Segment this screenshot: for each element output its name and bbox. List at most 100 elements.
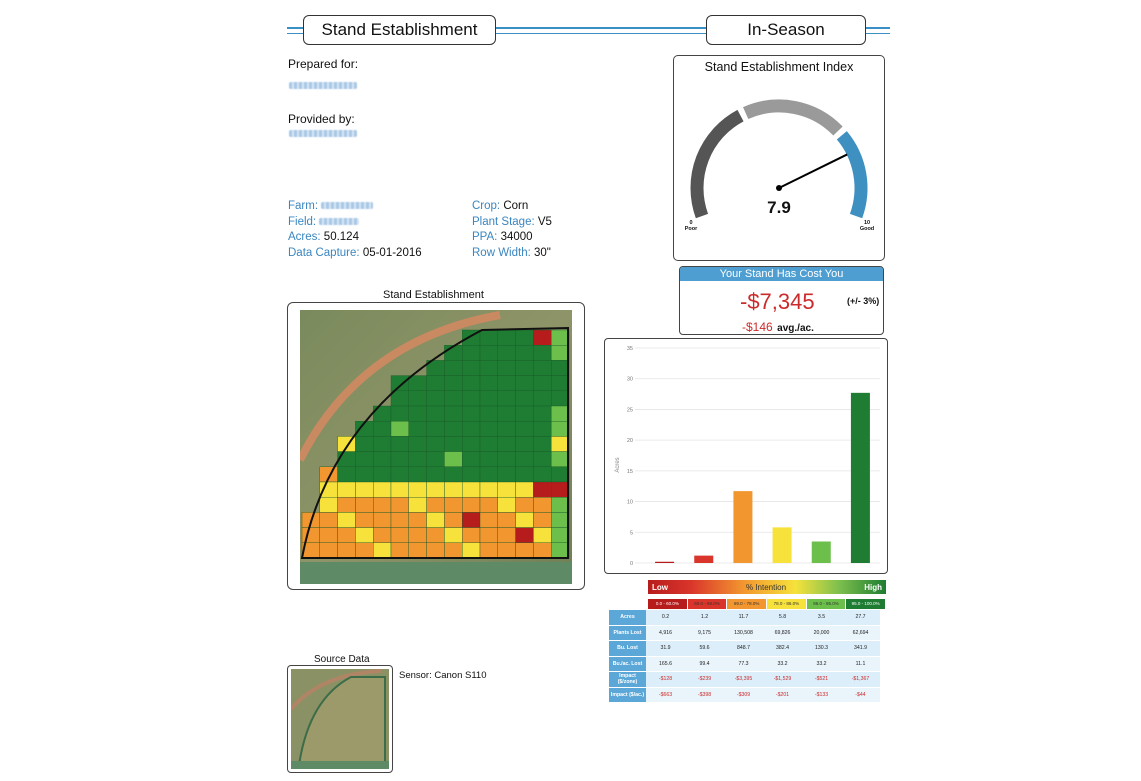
row-width-label: Row Width: [472,246,531,259]
map-cell [444,375,463,391]
chart-bar [772,527,792,563]
map-bottom-strip [300,562,572,584]
table-cell: 33.2 [763,656,802,672]
table-cell: 4,916 [646,625,685,641]
table-row: Bu. Lost 31.9 59.6 848.7 382.4 130.3 341.9 [609,640,880,657]
map-cell [533,466,552,483]
table-cell: 165.6 [646,656,685,672]
cost-panel: Your Stand Has Cost You -$7,345 (+/- 3%)… [679,266,884,335]
row-width-value: 30" [534,246,551,259]
table-row-label: Impact ($/zone) [609,671,646,688]
cost-total: -$7,345 [740,289,815,314]
header-rule-right [864,27,890,34]
map-cell [408,466,427,483]
map-field-road [300,311,501,462]
map-cell [533,512,552,528]
map-cell [372,527,392,544]
cost-tolerance: (+/- 3%) [847,296,880,306]
header-rule-middle [495,27,707,34]
map-cell [515,420,534,437]
map-cell [515,542,534,559]
map-cell [497,451,516,468]
map-cell [426,390,445,407]
map-cell [461,542,481,559]
acres-value: 50.124 [323,231,359,243]
map-cell [550,345,570,361]
table-cell: -$201 [763,687,802,703]
map-cell [408,405,427,422]
gauge-panel: Stand Establishment Index 7.9 0 Poor 10 … [673,55,885,261]
map-cell [408,496,427,513]
chart-y-tick-label: 0 [630,561,633,567]
map-cell [461,451,481,468]
header-rule-left [287,27,305,34]
table-cell: 130.3 [802,640,841,657]
table-cell: -$239 [685,671,724,688]
provided-by-redacted [289,130,357,137]
ppa-value: 34000 [500,231,533,243]
prepared-for-redacted [289,82,357,89]
map-cell [479,420,498,437]
map-cell [479,496,498,513]
map-cell [408,451,427,468]
map-cell [372,420,392,437]
map-cell [533,329,552,346]
map-cell [533,527,552,544]
map-cell [533,390,552,407]
map-cell [497,512,516,528]
map-cell [515,451,534,468]
table-cell: -$309 [724,687,763,703]
map-cell [479,405,498,422]
map-cell [497,481,516,498]
map-cell [426,405,445,422]
table-cell: 31.9 [646,640,685,657]
map-cell [479,390,498,407]
map-cell [497,542,516,559]
table-cell: 77.3 [724,656,763,672]
map-cell [372,496,392,513]
legend-range-swatch: 95.0 - 100.0% [846,599,885,609]
tab-stand-establishment[interactable]: Stand Establishment [303,15,496,45]
map-cell [444,405,463,422]
chart-y-tick-label: 30 [627,377,633,383]
map-cell [515,390,534,407]
map-cell [444,542,463,559]
capture-label: Data Capture: [288,246,360,259]
map-cell [408,420,427,437]
map-cell [497,420,516,437]
stage-label: Plant Stage: [472,215,535,228]
map-cell [355,496,374,513]
map-cell [319,512,338,528]
farm-redacted [321,202,374,210]
chart-y-tick-label: 20 [627,438,633,444]
map-cell [497,466,516,483]
ppa-label: PPA: [472,231,498,243]
map-cell [550,420,570,437]
chart-y-tick-label: 25 [627,407,633,413]
map-cell [408,527,427,544]
map-cell [426,481,445,498]
table-cell: 341.9 [841,640,880,657]
map-cell [515,527,534,544]
map-cell [550,390,570,407]
source-image [291,669,389,769]
map-cell [444,496,463,513]
map-cell [372,466,392,483]
map-cell [426,420,445,437]
map-cell [461,481,481,498]
legend-range-swatch: 0.0 - 60.0% [648,599,687,609]
table-cell: -$128 [646,671,685,688]
map-cell [426,466,445,483]
gauge-svg [690,99,868,219]
chart-bar [733,491,753,563]
gauge-min-label: Poor [684,226,698,232]
map-cell [550,466,570,483]
table-cell: -$1,367 [841,671,880,688]
map-cell [461,512,481,528]
tab-in-season[interactable]: In-Season [706,15,866,45]
map-cell [497,436,516,452]
legend-range-swatch: 60.0 - 69.0% [687,599,727,609]
map-cell [515,329,534,346]
table-cell: -$521 [802,671,841,688]
table-cell: -$1,529 [763,671,802,688]
